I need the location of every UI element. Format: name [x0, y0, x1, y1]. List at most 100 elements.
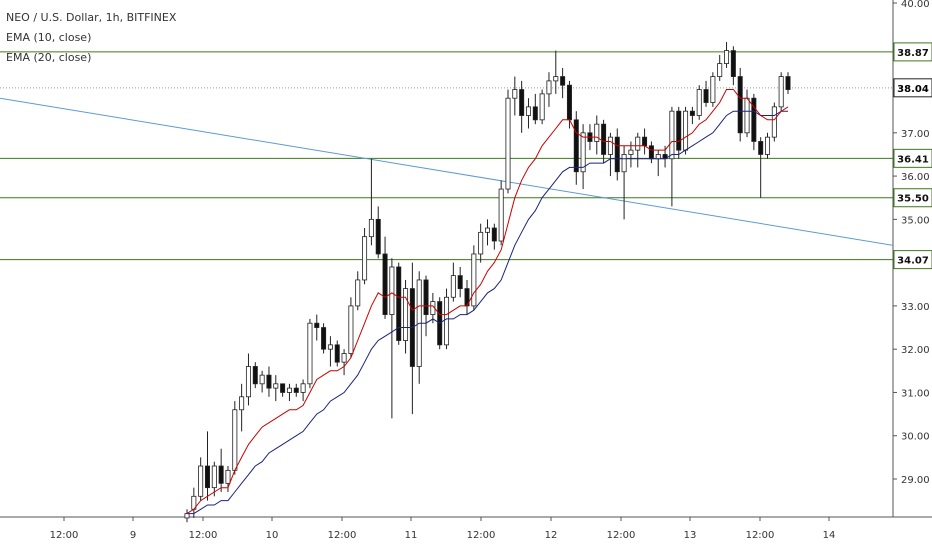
last-price-box: [893, 78, 932, 98]
candle-body: [683, 110, 689, 151]
candle-body: [730, 50, 736, 77]
candle-body: [232, 409, 238, 471]
candle-body: [566, 84, 572, 121]
time-tick-label: 12:00: [467, 530, 496, 541]
trendline: [0, 97, 894, 246]
candle-body: [689, 110, 695, 116]
candle-body: [785, 76, 791, 90]
candle-body: [266, 374, 272, 389]
price-tick-label: 33.00: [901, 302, 930, 313]
candle-body: [560, 76, 566, 86]
candle-body: [655, 154, 661, 160]
candle-body: [676, 110, 682, 151]
candle-body: [239, 396, 245, 411]
candle-body: [553, 76, 559, 82]
candle-body: [389, 266, 395, 315]
candle-body: [225, 469, 231, 484]
time-tick-label: 12:00: [746, 530, 775, 541]
level-price-label: 38.87: [897, 48, 929, 59]
candle-body: [512, 89, 518, 99]
candle-body: [710, 76, 716, 103]
time-tick-label: 12:00: [189, 530, 218, 541]
last-price-label: 38.04: [897, 84, 929, 95]
candle-body: [348, 305, 354, 354]
candle-body: [573, 119, 579, 173]
candle-body: [218, 465, 224, 484]
time-tick-label: 12: [545, 530, 558, 541]
candle-body: [601, 123, 607, 155]
candle-body: [368, 218, 374, 238]
price-tick-label: 37.00: [901, 129, 930, 140]
candle-body: [396, 266, 402, 341]
candle-body: [423, 279, 429, 315]
candle-body: [580, 132, 586, 173]
candle-body: [724, 50, 730, 64]
candle-body: [635, 136, 641, 151]
candle-body: [403, 288, 409, 341]
candle-body: [321, 327, 327, 350]
candle-body: [300, 383, 306, 393]
candle-body: [484, 227, 490, 233]
candle-body: [491, 227, 497, 242]
candle-body: [758, 141, 764, 155]
time-tick-label: 12:00: [50, 530, 79, 541]
price-tick-label: 30.00: [901, 432, 930, 443]
candle-body: [621, 154, 627, 173]
ema20-legend: EMA (20, close): [6, 51, 92, 64]
candle-body: [648, 145, 654, 160]
candle-body: [532, 106, 538, 121]
candle-body: [204, 465, 210, 489]
symbol-title: NEO / U.S. Dollar, 1h, BITFINEX: [6, 11, 177, 24]
candle-body: [457, 275, 463, 290]
candle-body: [375, 218, 381, 255]
candle-body: [293, 387, 299, 393]
time-tick-label: 12:00: [607, 530, 636, 541]
chart-legend: NEO / U.S. Dollar, 1h, BITFINEX EMA (10,…: [6, 8, 176, 68]
candle-body: [252, 366, 258, 385]
time-tick-label: 13: [684, 530, 697, 541]
level-price-box: [893, 42, 932, 62]
candle-body: [505, 97, 511, 190]
candle-body: [525, 106, 531, 116]
candle-body: [198, 465, 204, 497]
candle-body: [546, 80, 552, 95]
candle-body: [280, 383, 286, 393]
ema20-line: [187, 110, 788, 515]
candle-body: [519, 89, 525, 116]
candle-body: [751, 97, 757, 142]
price-tick-label: 32.00: [901, 345, 930, 356]
candle-body: [498, 188, 504, 242]
candle-body: [355, 279, 361, 307]
candle-body: [444, 296, 450, 346]
candle-body: [717, 63, 723, 77]
candle-body: [744, 97, 750, 134]
candle-body: [362, 236, 368, 281]
time-tick-label: 14: [823, 530, 836, 541]
candle-body: [382, 253, 388, 315]
candle-body: [703, 89, 709, 103]
candle-body: [273, 383, 279, 389]
candle-body: [307, 322, 313, 385]
time-tick-label: 12:00: [328, 530, 357, 541]
level-price-label: 34.07: [897, 256, 929, 267]
candle-body: [669, 110, 675, 160]
candle-body: [245, 366, 251, 398]
price-tick-label: 31.00: [901, 388, 930, 399]
candle-body: [327, 344, 333, 350]
price-tick-label: 35.00: [901, 215, 930, 226]
candle-body: [259, 374, 265, 385]
candle-body: [594, 123, 600, 142]
candle-body: [628, 149, 634, 155]
candle-body: [471, 253, 477, 307]
candle-body: [607, 136, 613, 155]
candle-body: [478, 231, 484, 255]
candle-body: [341, 353, 347, 363]
level-price-label: 36.41: [897, 154, 929, 165]
candle-body: [539, 93, 545, 121]
ema10-line: [186, 89, 789, 515]
price-tick-label: 29.00: [901, 475, 930, 486]
candle-body: [450, 275, 456, 298]
level-price-box: [893, 250, 932, 270]
